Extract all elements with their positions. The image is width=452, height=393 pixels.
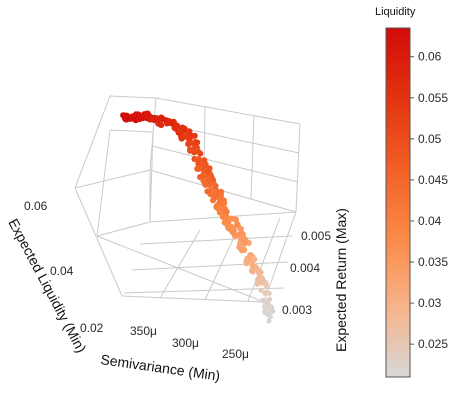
data-point (206, 165, 213, 172)
colorbar-title: Liquidity (375, 6, 416, 18)
data-point (216, 205, 223, 212)
data-point (187, 146, 194, 153)
data-point (194, 165, 201, 172)
data-point (185, 134, 192, 141)
grid-line (96, 235, 265, 303)
grid-line (250, 114, 255, 200)
grid-line (74, 169, 151, 189)
data-point (262, 290, 268, 296)
grid-line (155, 97, 301, 125)
data-point (248, 267, 255, 274)
data-point (245, 239, 252, 247)
grid-line (74, 95, 111, 189)
liquidity-tick-label: 0.04 (50, 264, 74, 278)
return-tick-label: 0.005 (301, 229, 331, 243)
semivariance-tick-label: 250μ (222, 347, 249, 361)
data-point (251, 256, 258, 263)
colorbar-tick-label: 0.06 (418, 50, 442, 64)
grid-line (151, 145, 299, 183)
data-point (222, 217, 229, 225)
data-point (205, 176, 212, 183)
scatter-points (120, 110, 276, 324)
colorbar-tick-label: 0.05 (418, 132, 442, 146)
data-point (263, 299, 269, 305)
data-point (239, 230, 246, 238)
data-point (167, 119, 174, 126)
data-point (217, 192, 225, 199)
data-point (221, 200, 228, 207)
colorbar-tick-label: 0.04 (418, 214, 442, 228)
data-point (128, 113, 136, 120)
grid-line (263, 211, 297, 303)
data-point (232, 216, 239, 223)
data-point (223, 208, 230, 215)
data-point (136, 116, 143, 123)
colorbar (385, 27, 411, 378)
grid-line (96, 129, 111, 237)
data-point (238, 247, 245, 254)
data-point (194, 139, 201, 146)
grid-line (74, 187, 123, 297)
data-point (249, 262, 256, 269)
data-point (204, 188, 211, 195)
return-tick-label: 0.004 (290, 261, 320, 275)
data-point (185, 140, 192, 147)
data-point (200, 172, 207, 179)
liquidity-tick-label: 0.06 (24, 199, 48, 213)
data-point (254, 281, 260, 287)
data-point (237, 225, 244, 233)
data-point (240, 238, 248, 245)
colorbar-ticks: 0.06 0.055 0.05 0.045 0.04 0.035 0.03 0.025 (410, 50, 448, 351)
data-point (144, 110, 151, 117)
data-point (202, 180, 209, 188)
grid-line (96, 221, 151, 237)
data-point (266, 310, 272, 316)
grid-lines (74, 95, 301, 303)
data-point (148, 116, 155, 123)
grid-line (159, 229, 201, 299)
data-point (160, 116, 167, 123)
colorbar-tick-label: 0.045 (418, 173, 448, 187)
colorbar-tick-label: 0.055 (418, 91, 448, 105)
grid-line (121, 295, 265, 303)
grid-line (109, 95, 157, 99)
data-point (178, 134, 185, 142)
data-point (199, 160, 206, 167)
colorbar-tick-label: 0.035 (418, 255, 448, 269)
colorbar-tick-label: 0.025 (418, 337, 448, 351)
semivariance-tick-label: 300μ (172, 336, 199, 350)
data-point (266, 318, 272, 324)
colorbar-tick-label: 0.03 (418, 296, 442, 310)
grid-line (295, 123, 301, 213)
return-axis-title: Expected Return (Max) (333, 208, 349, 352)
data-point (230, 225, 237, 232)
grid-line (109, 129, 154, 133)
return-tick-label: 0.003 (282, 303, 312, 317)
grid-line (123, 287, 285, 294)
grid-line (139, 235, 293, 245)
data-point (225, 224, 232, 232)
data-point (173, 122, 181, 129)
data-point (247, 252, 254, 259)
data-point (243, 260, 250, 267)
semivariance-axis-title: Semivariance (Min) (100, 351, 222, 384)
grid-line (247, 217, 281, 302)
liquidity-tick-label: 0.02 (80, 321, 104, 335)
data-point (266, 296, 273, 302)
data-point (258, 269, 264, 275)
grid-line (131, 261, 289, 271)
data-point (197, 150, 204, 157)
data-point (258, 287, 264, 293)
data-point (120, 112, 127, 119)
data-point (258, 274, 265, 280)
data-point (176, 127, 184, 134)
liquidity-axis-title: Expected Liquidity (Min) (5, 216, 89, 355)
data-point (266, 306, 272, 312)
data-point (254, 277, 261, 283)
semivariance-tick-label: 350μ (130, 324, 157, 338)
data-point (263, 283, 269, 289)
data-point (259, 280, 265, 286)
